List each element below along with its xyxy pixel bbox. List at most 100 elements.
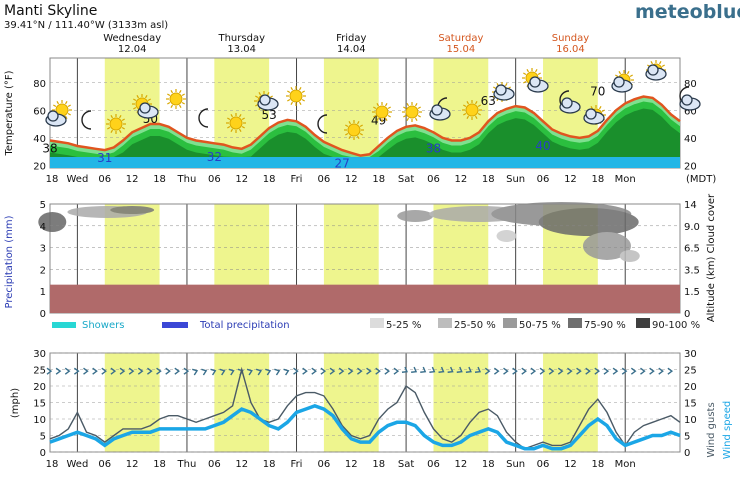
moon-icon [81,110,92,130]
x-tick-label: 12 [455,459,468,470]
wind-arrow-icon [165,367,171,375]
wind-arrow-icon [137,367,144,375]
legend-showers: Showers [82,320,124,331]
x-tick-label: Fri [291,459,303,470]
cloud-cover-blob [496,230,517,242]
x-tick-label: 12 [126,174,139,185]
wind-arrow-icon [293,367,299,375]
daylight-band [543,353,598,452]
altitude-ytick: 0 [684,309,690,320]
wind-arrow-icon [521,367,527,375]
legend-cloud: 75-90 % [584,320,626,331]
x-tick-label: 06 [208,459,221,470]
altitude-ytick: 14 [684,200,697,211]
wind-arrow-icon [46,367,53,375]
wind-arrow-icon [493,367,500,375]
wind-arrow-icon [384,367,390,375]
wind-arrow-icon [548,367,555,375]
x-tick-label: Thu [177,174,197,185]
wind-arrow-icon [347,367,354,375]
x-tick-label: 18 [153,459,166,470]
weather-icons [45,60,701,140]
sun-icon [344,120,364,140]
day-name: Wednesday [103,33,161,44]
wind-arrow-icon [246,368,253,376]
legend-total: Total precipitation [199,320,290,331]
x-tick-label: Wed [66,174,88,185]
temp-min-label: 38 [42,142,57,156]
wind-arrow-icon [640,367,646,375]
wind-arrow-icon [302,367,308,375]
cloud-cover-blob [619,250,640,262]
wind-arrow-icon [465,366,472,373]
wind-arrow-icon [530,367,537,375]
day-date: 16.04 [556,44,585,55]
wind-arrow-icon [667,367,674,375]
wind-arrow-icon [585,367,591,375]
day-name: Thursday [217,33,265,44]
x-tick-label: 12 [235,174,248,185]
moon-icon [198,108,209,128]
x-tick-label: 18 [263,174,276,185]
wind-arrow-icon [401,366,408,373]
cloud-icon [527,76,549,93]
wind-panel: 0 0 5 5 10 10 15 15 20 20 25 25 30 30 (mph) Wind gusts W… [10,349,733,459]
wind-ytick: 5 [40,432,46,443]
wind-gusts-axis-label: Wind gusts [706,402,717,457]
wind-ytick: 0 [40,448,46,459]
wind-arrow-icon [438,366,445,373]
altitude-ytick: 1.5 [684,287,700,298]
day-date: 13.04 [227,44,256,55]
temp-ytick-right: 40 [684,134,697,145]
x-tick-label: 06 [98,459,111,470]
sun-icon [106,114,126,134]
wind-arrow-icon [174,367,180,375]
x-tick-label: 12 [126,459,139,470]
legend-cloud: 25-50 % [454,320,496,331]
temp-axis-label: Temperature (°F) [4,70,15,156]
wind-arrow-icon [55,367,62,375]
x-axis-temperature: 18 Wed 06 12 18 Thu 06 12 18 Fri 06 12 18 Sat 06 12 18 Su… [46,174,636,185]
location-coords: 39.41°N / 111.40°W (3133m asl) [4,20,168,31]
wind-ytick: 30 [33,349,46,360]
x-tick-label: 18 [482,459,495,470]
temp-ytick-right: 60 [684,106,697,117]
x-axis-wind: 18 Wed 06 12 18 Thu 06 12 18 Fri 06 12 18 Sat 06 12 18 Su… [46,459,636,470]
temp-ytick-right: 80 [684,79,697,90]
cloud-cover-blob [110,206,155,214]
x-tick-label: Mon [615,174,636,185]
wind-arrow-icon [92,367,98,375]
temperature-area-dark [50,108,680,157]
precip-ytick: 0 [40,309,46,320]
temp-max-label: 70 [590,85,605,99]
wind-ytick-right: 30 [684,349,697,360]
altitude-axis-label: Altitude (km) Cloud cover [706,193,717,322]
x-tick-label: Thu [177,459,197,470]
wind-arrow-icon [557,367,564,375]
wind-ytick: 25 [33,366,46,377]
freezing-band [50,157,680,168]
legend-cloud: 90-100 % [652,320,700,331]
time-unit-label: (MDT) [686,174,716,185]
wind-arrow-icon [147,367,153,375]
wind-ytick: 15 [33,399,46,410]
precip-ytick: 3 [40,244,46,255]
sun-icon [462,100,482,120]
x-tick-label: 06 [427,459,440,470]
legend-cloud: 5-25 % [386,320,421,331]
brand-logo: meteoblue [635,1,740,23]
moon-icon [317,114,328,134]
temp-min-label: 32 [207,150,222,164]
cloud-swatch [438,318,452,328]
cloud-icon [559,97,581,114]
wind-direction-arrows [46,366,674,376]
x-tick-label: 06 [318,459,331,470]
sun-icon [286,86,306,106]
temp-min-label: 38 [426,142,441,156]
wind-arrow-icon [456,366,463,373]
wind-arrow-icon [210,368,217,376]
cloud-icon [645,64,667,81]
temp-ytick: 20 [33,161,46,172]
x-tick-label: 06 [318,174,331,185]
